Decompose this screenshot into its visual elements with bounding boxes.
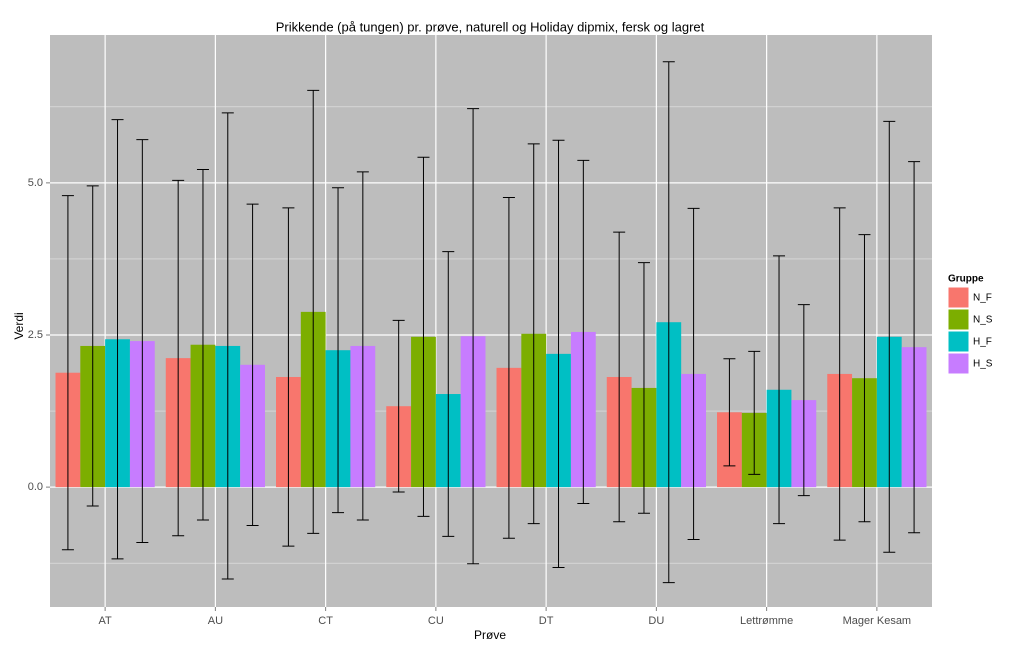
error-bar bbox=[773, 255, 786, 525]
x-tick-label: DT bbox=[539, 615, 554, 627]
error-bar bbox=[442, 251, 455, 537]
legend-key bbox=[947, 308, 970, 331]
x-tick-label: CT bbox=[318, 615, 333, 627]
error-bar bbox=[86, 185, 99, 507]
error-bar bbox=[307, 89, 320, 534]
error-bar bbox=[552, 139, 565, 568]
error-bar bbox=[858, 234, 871, 523]
error-bar bbox=[111, 119, 124, 560]
error-bar bbox=[637, 262, 650, 514]
error-bar bbox=[467, 108, 480, 565]
error-bar bbox=[748, 350, 761, 475]
error-bar bbox=[61, 195, 74, 551]
error-bar bbox=[392, 319, 405, 493]
error-bar bbox=[136, 139, 149, 543]
error-bar bbox=[687, 207, 700, 540]
error-bar bbox=[172, 179, 185, 537]
x-tick-label: AU bbox=[208, 615, 223, 627]
legend-key bbox=[947, 330, 970, 353]
legend-label: N_F bbox=[973, 293, 992, 304]
x-axis-title: Prøve bbox=[474, 628, 506, 642]
error-bar bbox=[356, 171, 369, 521]
legend-title: Gruppe bbox=[948, 274, 984, 285]
error-bar bbox=[502, 196, 515, 539]
error-bar bbox=[527, 143, 540, 525]
legend-key bbox=[947, 286, 970, 309]
legend-label: H_F bbox=[973, 337, 992, 348]
error-bar bbox=[723, 358, 736, 467]
legend-label: N_S bbox=[973, 315, 993, 326]
plot-background bbox=[50, 35, 932, 607]
legend-key bbox=[947, 352, 970, 375]
error-bar bbox=[332, 187, 345, 514]
error-bar bbox=[662, 61, 675, 584]
y-tick-label: 5.0 bbox=[28, 177, 43, 189]
error-bar bbox=[833, 207, 846, 541]
error-bar bbox=[613, 231, 626, 523]
error-bar bbox=[908, 161, 921, 534]
x-tick-label: Lettrømme bbox=[740, 615, 793, 627]
error-bar bbox=[883, 120, 896, 553]
error-bar bbox=[417, 156, 430, 517]
error-bar bbox=[196, 168, 209, 521]
y-axis-title: Verdi bbox=[12, 312, 26, 339]
y-tick-label: 2.5 bbox=[28, 329, 43, 341]
error-bar bbox=[246, 203, 259, 526]
error-bar bbox=[577, 159, 590, 505]
error-bar bbox=[797, 304, 810, 497]
x-tick-label: Mager Kesam bbox=[843, 615, 911, 627]
legend-label: H_S bbox=[973, 359, 993, 370]
x-tick-label: CU bbox=[428, 615, 444, 627]
x-tick-label: AT bbox=[99, 615, 113, 627]
error-bar bbox=[221, 112, 234, 580]
chart-title: Prikkende (på tungen) pr. prøve, naturel… bbox=[276, 19, 705, 34]
y-tick-label: 0.0 bbox=[28, 481, 43, 493]
x-tick-label: DU bbox=[648, 615, 664, 627]
error-bar bbox=[282, 207, 295, 547]
